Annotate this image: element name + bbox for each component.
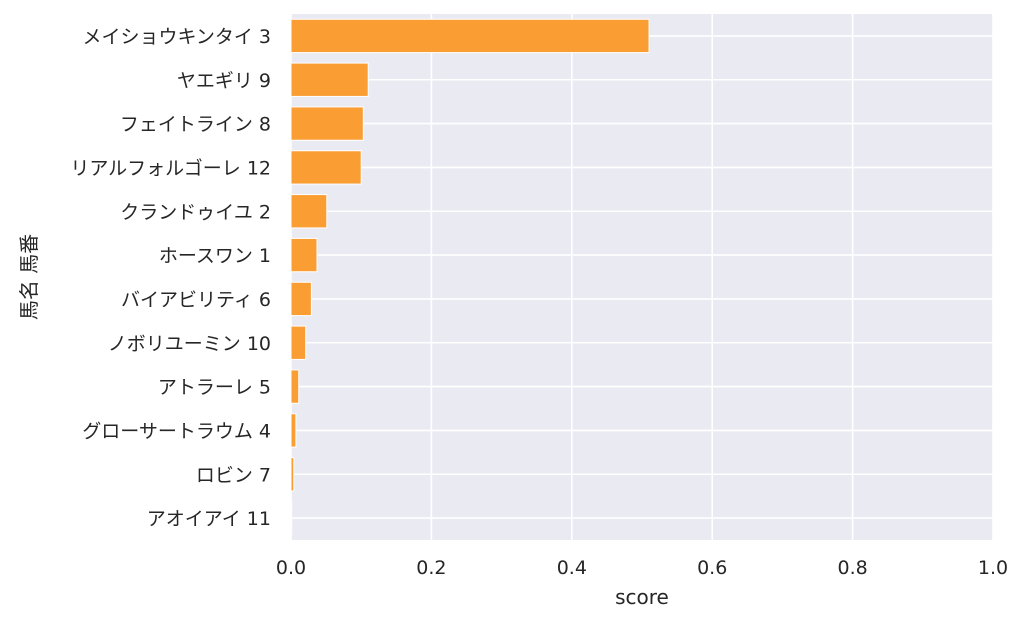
plot-area — [291, 14, 993, 540]
y-tick-label: アトラーレ 5 — [158, 377, 271, 399]
y-tick-label: クランドゥイユ 2 — [120, 201, 271, 223]
y-tick-label: グローサートラウム 4 — [82, 420, 271, 442]
y-tick-labels: メイショウキンタイ 3 ヤエギリ 9 フェイトライン 8 リアルフォルゴーレ 12 クラ… — [70, 26, 271, 530]
y-tick-label: バイアビリティ 6 — [121, 289, 271, 311]
y-tick-label: リアルフォルゴーレ 12 — [70, 157, 271, 179]
x-tick-label: 1.0 — [978, 557, 1008, 579]
bar — [290, 369, 300, 404]
bar — [290, 413, 297, 448]
bar — [290, 150, 362, 185]
x-tick-label: 0.0 — [276, 557, 306, 579]
bar — [290, 325, 307, 360]
bar — [290, 106, 364, 141]
grid-lines — [290, 14, 994, 540]
y-axis-label: 馬名 馬番 — [17, 234, 41, 320]
x-tick-label: 0.2 — [416, 557, 446, 579]
y-tick-label: メイショウキンタイ 3 — [82, 26, 271, 48]
bar — [290, 281, 312, 317]
x-axis-label: score — [615, 585, 669, 609]
x-tick-label: 0.8 — [837, 557, 867, 579]
y-tick-label: ロビン 7 — [196, 464, 271, 486]
y-tick-label: ヤエギリ 9 — [177, 70, 271, 92]
bar — [290, 62, 369, 97]
bar — [290, 237, 318, 273]
y-tick-label: フェイトライン 8 — [120, 114, 271, 136]
y-tick-label: アオイアイ 11 — [147, 508, 271, 530]
bar — [290, 500, 293, 536]
y-tick-label: ホースワン 1 — [159, 245, 271, 267]
x-tick-labels: 0.0 0.2 0.4 0.6 0.8 1.0 — [276, 557, 1008, 579]
x-tick-label: 0.6 — [697, 557, 727, 579]
bars — [290, 18, 650, 536]
bar — [290, 194, 328, 229]
bar — [290, 18, 650, 54]
y-tick-label: ノボリユーミン 10 — [108, 333, 271, 355]
x-tick-label: 0.4 — [557, 557, 587, 579]
bar — [290, 457, 295, 492]
